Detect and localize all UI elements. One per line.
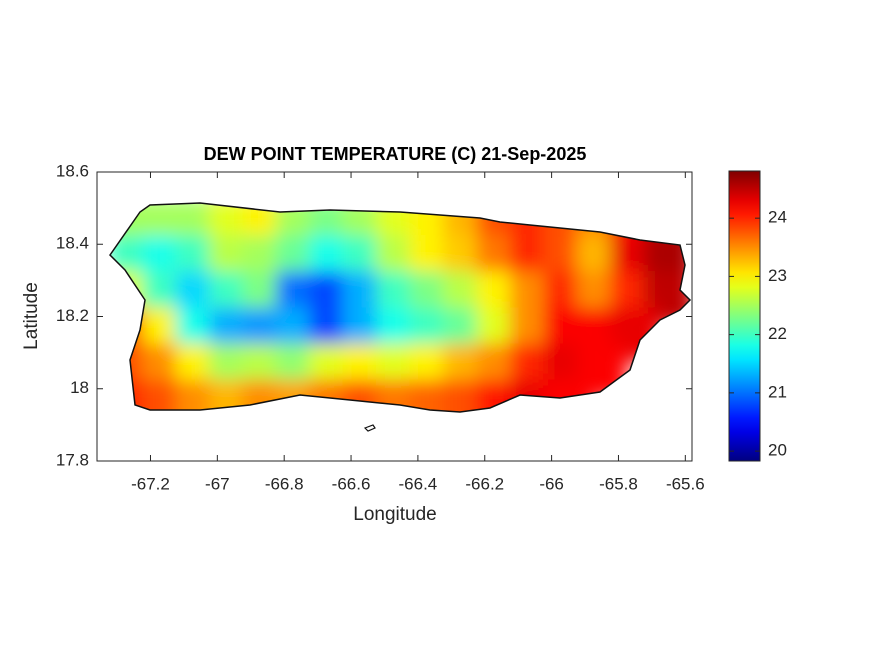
x-tick-label: -65.6 xyxy=(666,474,705,493)
x-tick-label: -66.4 xyxy=(399,474,438,493)
x-tick-label: -65.8 xyxy=(599,474,638,493)
x-tick-label: -66.8 xyxy=(265,474,304,493)
field xyxy=(110,203,690,412)
x-tick-label: -66 xyxy=(539,474,564,493)
x-tick-label: -66.2 xyxy=(465,474,504,493)
island-outline xyxy=(109,202,692,413)
colorbar-tick-label: 21 xyxy=(768,382,787,401)
colorbar xyxy=(728,170,761,462)
chart-title: DEW POINT TEMPERATURE (C) 21-Sep-2025 xyxy=(204,144,587,164)
y-tick-label: 17.8 xyxy=(56,450,89,469)
y-tick-label: 18.6 xyxy=(56,161,89,180)
ticks xyxy=(97,171,692,462)
islet-outline xyxy=(363,424,376,432)
y-tick-label: 18.2 xyxy=(56,306,89,325)
x-tick-label: -67 xyxy=(205,474,230,493)
x-tick-label: -66.6 xyxy=(332,474,371,493)
x-axis-label: Longitude xyxy=(353,504,436,525)
y-axis-label: Latitude xyxy=(21,282,42,350)
colorbar-tick-label: 22 xyxy=(768,324,787,343)
colorbar-tick-label: 24 xyxy=(768,208,787,227)
field-clip xyxy=(110,203,690,412)
y-tick-label: 18.4 xyxy=(56,234,89,253)
x-tick-label: -67.2 xyxy=(131,474,170,493)
colorbar-tick-label: 23 xyxy=(768,266,787,285)
colorbar-tick-label: 20 xyxy=(768,441,787,460)
y-tick-label: 18 xyxy=(70,378,89,397)
